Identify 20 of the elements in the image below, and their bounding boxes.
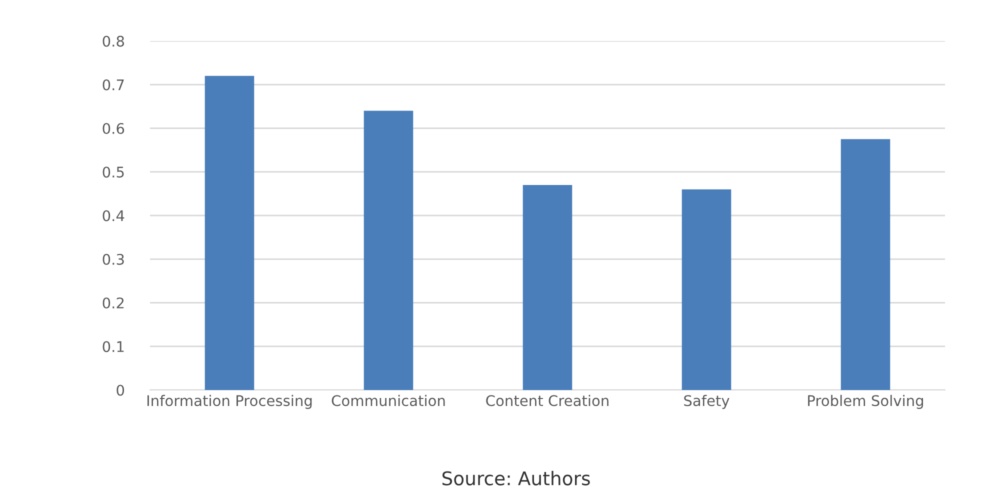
y-tick-label: 0.2 [102,297,124,308]
bar [204,76,254,390]
y-tick-label: 0.3 [102,254,124,265]
x-tick-label: Content Creation [486,394,608,406]
x-tick-label: Problem Solving [808,394,924,409]
y-tick-label: 0 [116,384,124,396]
source-note: Source: Authors [442,470,590,486]
y-tick-label: 0.6 [102,122,124,134]
x-tick-label: Safety [684,394,730,409]
bar [840,139,890,390]
y-tick-label: 0.5 [102,166,124,178]
y-tick-label: 0.8 [102,36,124,47]
bar [682,189,732,390]
bar [522,184,572,390]
y-tick-label: 0.7 [102,79,124,90]
y-tick-label: 0.1 [102,341,124,352]
y-tick-label: 0.4 [102,210,124,222]
bar [364,110,414,390]
x-tick-label: Information Processing [147,394,312,409]
x-tick-label: Communication [332,394,445,406]
